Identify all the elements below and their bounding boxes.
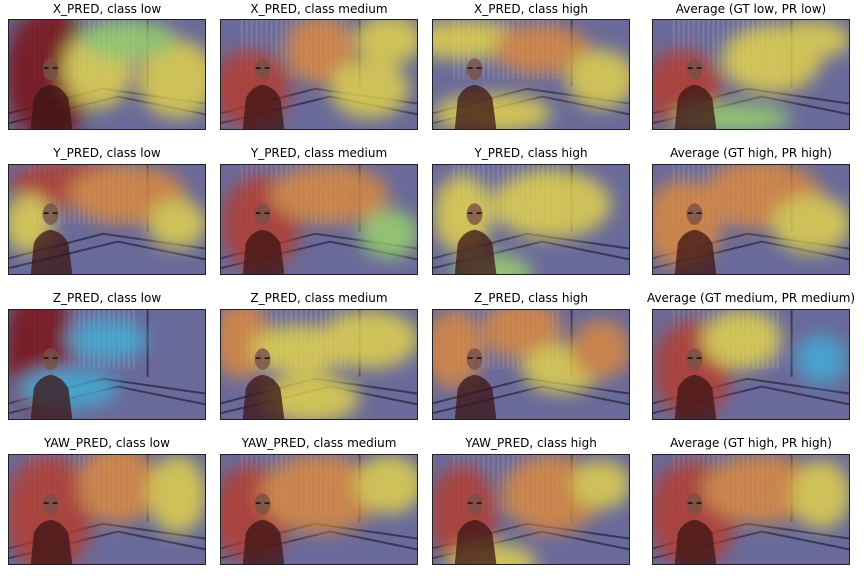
heatmap-overlay [9,165,205,274]
heatmap-overlay [221,165,417,274]
person-figure [30,58,73,129]
heatmap-panel [432,309,630,420]
panel-title: YAW_PRED, class low [44,436,170,450]
heatmap-overlay [433,20,629,129]
heatmap-panel [220,164,418,275]
heatmap-overlay [9,455,205,564]
person-figure [454,58,497,129]
person-figure [454,203,497,274]
person-figure [454,493,497,564]
heatmap-overlay [221,20,417,129]
panel-title: Average (GT medium, PR medium) [646,291,856,305]
heatmap-overlay [653,20,849,129]
panel-title: Y_PRED, class medium [250,146,388,160]
person-figure [454,348,497,419]
person-figure [674,493,717,564]
person-figure [30,348,73,419]
panel-title: Z_PRED, class medium [250,291,388,305]
person-figure [242,348,285,419]
person-figure [30,203,73,274]
heatmap-panel [652,19,850,130]
person-figure [242,58,285,129]
heatmap-panel [8,309,206,420]
heatmap-overlay [653,455,849,564]
heatmap-panel [220,309,418,420]
heatmap-panel [8,164,206,275]
heatmap-overlay [221,310,417,419]
panel-title: Y_PRED, class high [474,146,588,160]
panel-title: X_PRED, class medium [250,2,388,16]
panel-title: Average (GT high, PR high) [670,146,832,160]
heatmap-panel [220,454,418,565]
heatmap-panel [432,454,630,565]
panel-title: Z_PRED, class high [473,291,589,305]
heatmap-overlay [433,455,629,564]
person-figure [674,348,717,419]
panel-title: Average (GT low, PR low) [675,2,827,16]
panel-title: Y_PRED, class low [53,146,161,160]
heatmap-panel [8,454,206,565]
heatmap-panel [8,19,206,130]
heatmap-panel [652,309,850,420]
person-figure [242,493,285,564]
heatmap-panel [432,164,630,275]
heatmap-overlay [9,310,205,419]
heatmap-panel [652,454,850,565]
heatmap-panel [220,19,418,130]
heatmap-panel [652,164,850,275]
heatmap-panel [432,19,630,130]
person-figure [674,58,717,129]
panel-title: X_PRED, class high [473,2,589,16]
heatmap-overlay [653,310,849,419]
panel-title: YAW_PRED, class medium [241,436,397,450]
heatmap-overlay [433,165,629,274]
person-figure [30,493,73,564]
heatmap-overlay [433,310,629,419]
person-figure [242,203,285,274]
panel-title: X_PRED, class low [52,2,162,16]
panel-title: YAW_PRED, class high [465,436,597,450]
heatmap-overlay [9,20,205,129]
panel-title: Average (GT high, PR high) [670,436,832,450]
heatmap-overlay [653,165,849,274]
panel-title: Z_PRED, class low [52,291,162,305]
person-figure [674,203,717,274]
heatmap-overlay [221,455,417,564]
